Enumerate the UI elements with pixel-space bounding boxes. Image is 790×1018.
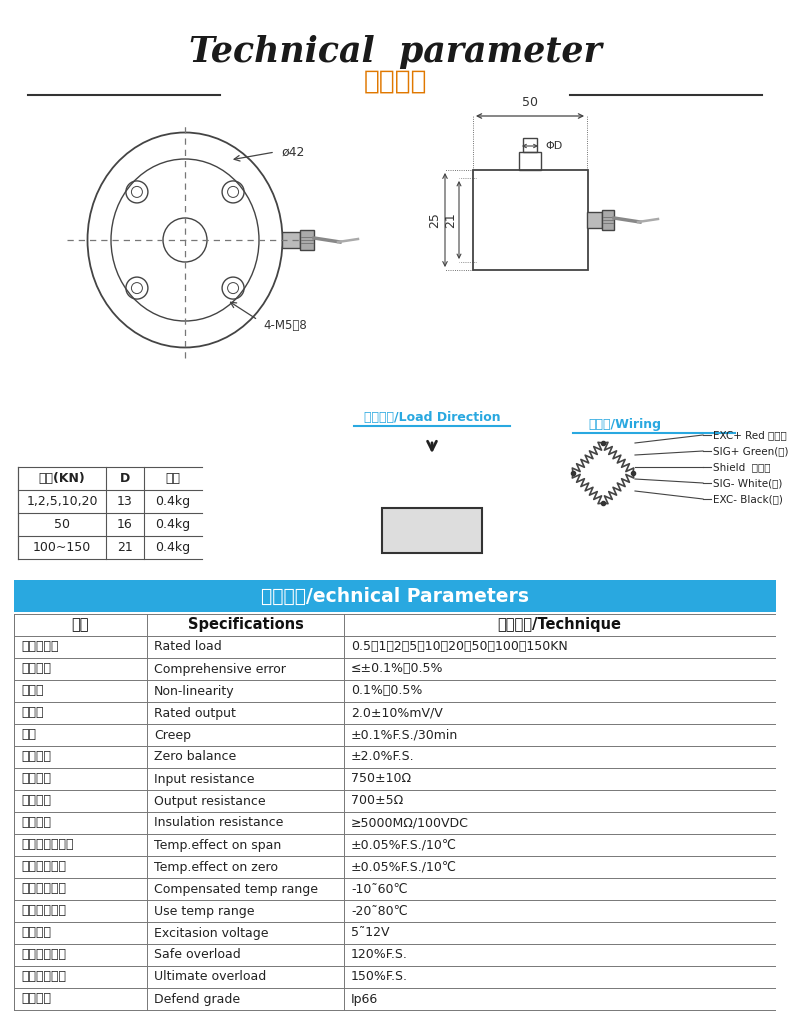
Bar xyxy=(473,170,588,270)
Text: ≥5000MΩ/100VDC: ≥5000MΩ/100VDC xyxy=(351,816,469,830)
Text: 21: 21 xyxy=(117,541,133,554)
Text: 5˜12V: 5˜12V xyxy=(351,926,389,940)
Text: 13: 13 xyxy=(117,495,133,508)
Text: Non-linearity: Non-linearity xyxy=(154,684,235,697)
Text: 25: 25 xyxy=(428,212,442,228)
Text: 技术指标/Technique: 技术指标/Technique xyxy=(498,618,622,632)
Text: Rated load: Rated load xyxy=(154,640,222,654)
Text: 0.1%，0.5%: 0.1%，0.5% xyxy=(351,684,423,697)
Bar xyxy=(14,580,776,612)
Text: Comprehensive error: Comprehensive error xyxy=(154,663,286,676)
Bar xyxy=(382,508,482,553)
Text: 0.5，1，2，5，10，20，50，100，150KN: 0.5，1，2，5，10，20，50，100，150KN xyxy=(351,640,568,654)
Text: 非线性: 非线性 xyxy=(21,684,43,697)
Text: Ip66: Ip66 xyxy=(351,993,378,1006)
Bar xyxy=(587,212,602,228)
Text: 受力方式/Load Direction: 受力方式/Load Direction xyxy=(363,411,500,425)
Text: 重量: 重量 xyxy=(165,472,180,485)
Text: 0.4kg: 0.4kg xyxy=(156,518,190,531)
Text: ±0.1%F.S./30min: ±0.1%F.S./30min xyxy=(351,729,458,741)
Text: 使用温度范围: 使用温度范围 xyxy=(21,905,66,917)
Text: Input resistance: Input resistance xyxy=(154,773,254,786)
Text: D: D xyxy=(120,472,130,485)
Text: Ultimate overload: Ultimate overload xyxy=(154,970,266,983)
Bar xyxy=(523,138,537,152)
Text: EXC- Black(黑): EXC- Black(黑) xyxy=(713,494,783,504)
Text: 150%F.S.: 150%F.S. xyxy=(351,970,408,983)
Text: Use temp range: Use temp range xyxy=(154,905,254,917)
Bar xyxy=(282,232,300,248)
Text: 综合误差: 综合误差 xyxy=(21,663,51,676)
Text: 接线图/Wiring: 接线图/Wiring xyxy=(589,418,661,431)
Text: 100~150: 100~150 xyxy=(33,541,91,554)
Text: 输入阻抗: 输入阻抗 xyxy=(21,773,51,786)
Text: 零点输出: 零点输出 xyxy=(21,750,51,764)
Text: 里程(KN): 里程(KN) xyxy=(39,472,85,485)
Text: Defend grade: Defend grade xyxy=(154,993,240,1006)
Text: 21: 21 xyxy=(445,212,457,228)
Text: 4-M5深8: 4-M5深8 xyxy=(263,319,307,332)
Text: Safe overload: Safe overload xyxy=(154,949,241,961)
Text: 灵敏度温度影响: 灵敏度温度影响 xyxy=(21,839,73,851)
Bar xyxy=(300,230,314,250)
Text: ø42: ø42 xyxy=(282,146,306,159)
Text: Specifications: Specifications xyxy=(187,618,303,632)
Text: 防护等级: 防护等级 xyxy=(21,993,51,1006)
Text: Temp.effect on span: Temp.effect on span xyxy=(154,839,281,851)
Text: Rated output: Rated output xyxy=(154,706,236,720)
Text: SIG- White(白): SIG- White(白) xyxy=(713,478,782,488)
Text: 技术参数: 技术参数 xyxy=(363,69,427,95)
Text: 输出阻抗: 输出阻抗 xyxy=(21,794,51,807)
Text: ±2.0%F.S.: ±2.0%F.S. xyxy=(351,750,415,764)
Text: 0.4kg: 0.4kg xyxy=(156,495,190,508)
Text: 750±10Ω: 750±10Ω xyxy=(351,773,411,786)
Text: 零点温度影响: 零点温度影响 xyxy=(21,860,66,873)
Text: 1,2,5,10,20: 1,2,5,10,20 xyxy=(26,495,98,508)
Text: EXC+ Red （红）: EXC+ Red （红） xyxy=(713,430,787,440)
Text: 蒜变: 蒜变 xyxy=(21,729,36,741)
Text: ±0.05%F.S./10℃: ±0.05%F.S./10℃ xyxy=(351,839,457,851)
Bar xyxy=(602,210,614,230)
Text: 温度补偿范围: 温度补偿范围 xyxy=(21,883,66,896)
Text: -10˜60℃: -10˜60℃ xyxy=(351,883,408,896)
Text: 50: 50 xyxy=(522,96,538,109)
Text: 参数: 参数 xyxy=(72,618,89,632)
Text: -20˜80℃: -20˜80℃ xyxy=(351,905,408,917)
Text: ΦD: ΦD xyxy=(545,142,562,151)
Text: SIG+ Green(纺): SIG+ Green(纺) xyxy=(713,446,788,456)
Text: Compensated temp range: Compensated temp range xyxy=(154,883,318,896)
Text: 极限过载范围: 极限过载范围 xyxy=(21,970,66,983)
Text: 安全过载范围: 安全过载范围 xyxy=(21,949,66,961)
Text: Creep: Creep xyxy=(154,729,191,741)
Text: ±0.05%F.S./10℃: ±0.05%F.S./10℃ xyxy=(351,860,457,873)
Text: Shield  屏蔽线: Shield 屏蔽线 xyxy=(713,462,770,472)
Text: 技术参数/echnical Parameters: 技术参数/echnical Parameters xyxy=(261,586,529,606)
Text: Output resistance: Output resistance xyxy=(154,794,265,807)
Text: 2.0±10%mV/V: 2.0±10%mV/V xyxy=(351,706,442,720)
Text: 激励电压: 激励电压 xyxy=(21,926,51,940)
Text: 120%F.S.: 120%F.S. xyxy=(351,949,408,961)
Text: 绶缘电阻: 绶缘电阻 xyxy=(21,816,51,830)
Text: ≤±0.1%，0.5%: ≤±0.1%，0.5% xyxy=(351,663,443,676)
Bar xyxy=(519,152,541,170)
Text: 16: 16 xyxy=(117,518,133,531)
Text: Insulation resistance: Insulation resistance xyxy=(154,816,284,830)
Text: 灵敏度: 灵敏度 xyxy=(21,706,43,720)
Text: Excitasion voltage: Excitasion voltage xyxy=(154,926,269,940)
Text: Technical  parameter: Technical parameter xyxy=(189,35,601,69)
Text: 0.4kg: 0.4kg xyxy=(156,541,190,554)
Text: Temp.effect on zero: Temp.effect on zero xyxy=(154,860,278,873)
Text: 传感器量程: 传感器量程 xyxy=(21,640,58,654)
Text: 700±5Ω: 700±5Ω xyxy=(351,794,403,807)
Text: Zero balance: Zero balance xyxy=(154,750,236,764)
Text: 50: 50 xyxy=(54,518,70,531)
